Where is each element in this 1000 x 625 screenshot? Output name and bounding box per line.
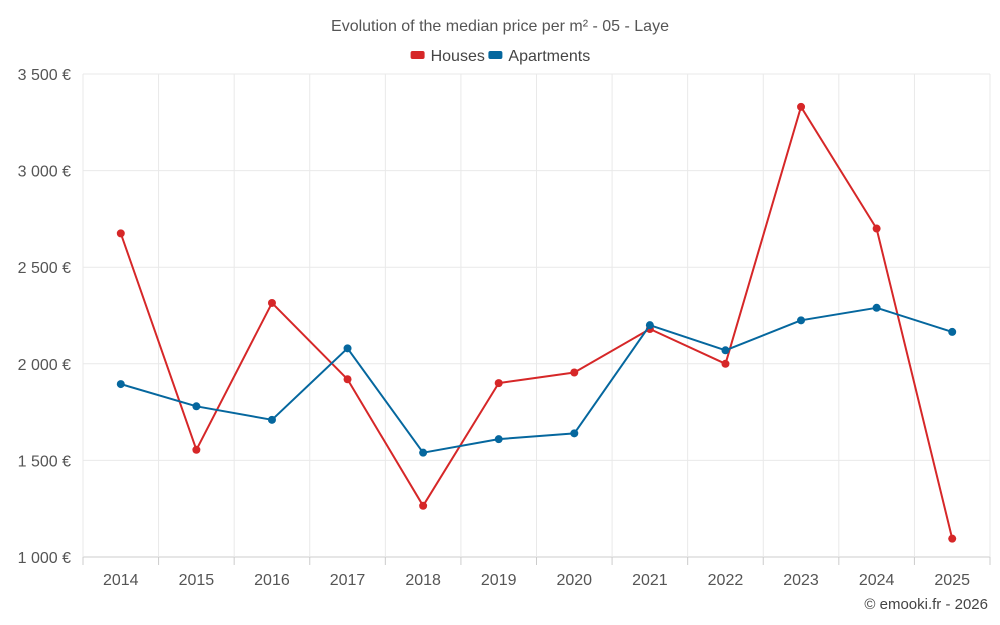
x-tick-label: 2016: [254, 572, 290, 589]
series-apartments: [116, 303, 957, 457]
apartments-point[interactable]: [570, 429, 579, 438]
grid: [82, 73, 991, 565]
apartments-point[interactable]: [948, 327, 957, 336]
x-tick-label: 2019: [481, 572, 517, 589]
apartments-point[interactable]: [872, 303, 881, 312]
houses-point[interactable]: [797, 102, 806, 111]
legend: Houses Apartments: [410, 48, 590, 65]
apartments-point[interactable]: [645, 321, 654, 330]
x-tick-label: 2025: [934, 572, 970, 589]
houses-point[interactable]: [343, 375, 352, 384]
houses-point[interactable]: [116, 229, 125, 238]
legend-swatch: [410, 51, 425, 59]
x-tick-label: 2024: [859, 572, 895, 589]
houses-point[interactable]: [948, 534, 957, 543]
houses-point[interactable]: [494, 379, 503, 388]
houses-point[interactable]: [872, 224, 881, 233]
legend-label: Apartments: [508, 48, 590, 65]
houses-point[interactable]: [721, 359, 730, 368]
x-axis: 2014 2015 2016 2017 2018 2019 2020 2021 2022 2023…: [103, 572, 970, 589]
x-tick-label: 2018: [405, 572, 441, 589]
y-tick-label: 1 000 €: [18, 550, 71, 567]
legend-label: Houses: [431, 48, 485, 65]
apartments-point[interactable]: [494, 435, 503, 444]
houses-point[interactable]: [267, 298, 276, 307]
x-tick-label: 2017: [330, 572, 366, 589]
houses-line: [119, 105, 954, 539]
legend-item-apartments[interactable]: Apartments: [488, 48, 590, 65]
legend-item-houses[interactable]: Houses: [410, 48, 485, 65]
apartments-point[interactable]: [192, 402, 201, 411]
legend-swatch: [488, 51, 503, 59]
y-tick-label: 2 000 €: [18, 357, 71, 374]
apartments-point[interactable]: [116, 380, 125, 389]
apartments-point[interactable]: [419, 448, 428, 457]
houses-point[interactable]: [419, 501, 428, 510]
houses-point[interactable]: [192, 445, 201, 454]
chart-title: Evolution of the median price per m² - 0…: [331, 18, 669, 35]
houses-point[interactable]: [570, 368, 579, 377]
x-tick-label: 2022: [708, 572, 744, 589]
apartments-point[interactable]: [797, 316, 806, 325]
series-group: [116, 102, 957, 543]
x-tick-label: 2020: [556, 572, 592, 589]
x-tick-label: 2023: [783, 572, 819, 589]
apartments-point[interactable]: [721, 346, 730, 355]
x-tick-label: 2015: [179, 572, 215, 589]
y-tick-label: 3 000 €: [18, 164, 71, 181]
y-tick-label: 1 500 €: [18, 453, 71, 470]
y-tick-label: 3 500 €: [18, 67, 71, 84]
apartments-point[interactable]: [267, 415, 276, 424]
x-tick-label: 2014: [103, 572, 139, 589]
y-axis: 1 000 € 1 500 € 2 000 € 2 500 € 3 000 € 3 500…: [18, 67, 71, 567]
y-tick-label: 2 500 €: [18, 260, 71, 277]
apartments-line: [120, 306, 953, 454]
credit-text: © emooki.fr - 2026: [864, 596, 988, 613]
apartments-point[interactable]: [343, 344, 352, 353]
x-tick-label: 2021: [632, 572, 668, 589]
